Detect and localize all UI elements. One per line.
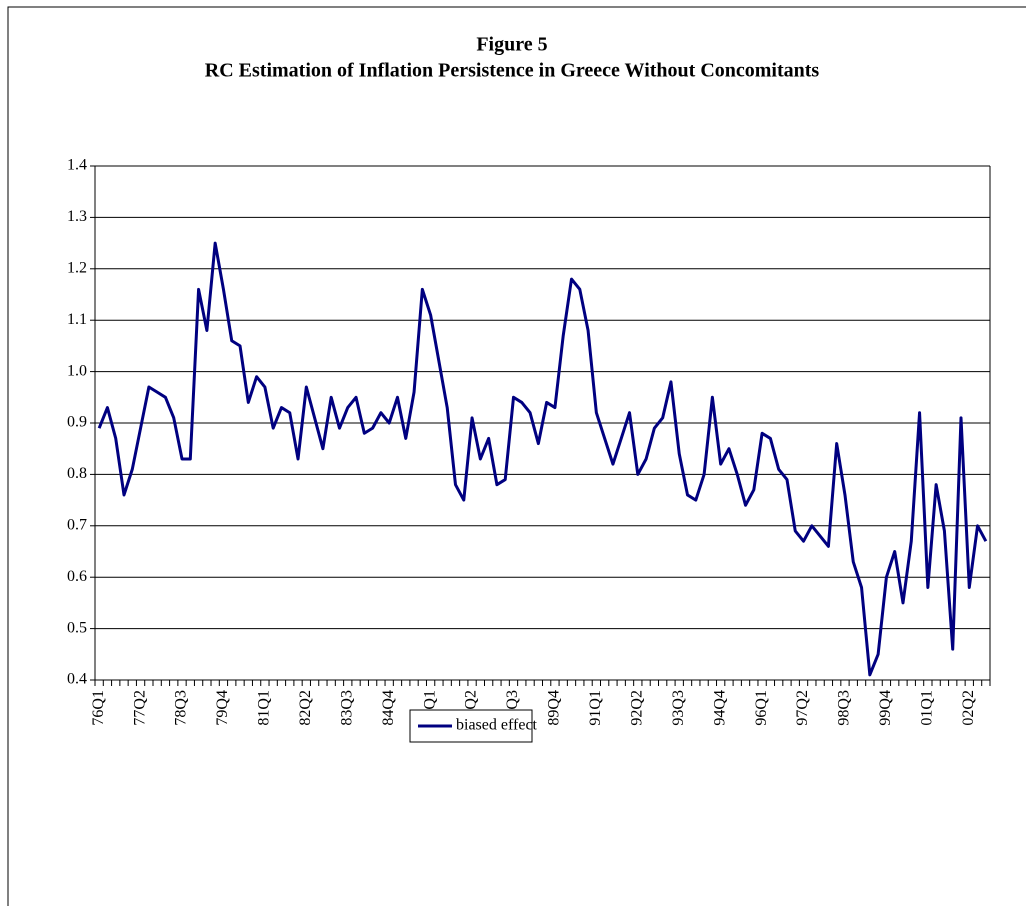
y-tick-label: 0.7 xyxy=(67,516,87,533)
y-tick-label: 1.0 xyxy=(67,362,87,379)
x-tick-label: 84Q4 xyxy=(380,690,397,726)
x-tick-label: 89Q4 xyxy=(546,690,563,726)
y-tick-label: 0.5 xyxy=(67,619,87,636)
x-tick-label: 82Q2 xyxy=(297,690,314,726)
x-tick-label: 97Q2 xyxy=(794,690,811,726)
x-tick-label: 79Q4 xyxy=(214,690,231,726)
y-tick-label: 0.4 xyxy=(67,671,87,688)
y-tick-label: 1.2 xyxy=(67,259,87,276)
x-tick-label: 02Q2 xyxy=(960,690,977,726)
x-tick-label: 01Q1 xyxy=(919,690,936,726)
x-tick-label: 78Q3 xyxy=(173,690,190,726)
y-tick-label: 0.6 xyxy=(67,568,87,585)
y-tick-label: 1.1 xyxy=(67,311,87,328)
x-tick-label: 98Q3 xyxy=(836,690,853,726)
chart-frame xyxy=(7,6,1026,906)
x-tick-label: 92Q2 xyxy=(628,690,645,726)
x-tick-label: 83Q3 xyxy=(338,690,355,726)
y-tick-label: 0.9 xyxy=(67,414,87,431)
x-tick-label: 77Q2 xyxy=(131,690,148,726)
x-tick-label: 93Q3 xyxy=(670,690,687,726)
y-tick-label: 1.4 xyxy=(67,157,87,174)
y-tick-label: 0.8 xyxy=(67,465,87,482)
data-line xyxy=(97,241,988,677)
legend-label: biased effect xyxy=(456,717,538,734)
x-tick-label: 91Q1 xyxy=(587,690,604,726)
chart-subtitle: RC Estimation of Inflation Persistence i… xyxy=(205,60,820,82)
x-tick-label: 76Q1 xyxy=(90,690,107,726)
chart-title: Figure 5 xyxy=(476,34,547,56)
x-tick-label: 96Q1 xyxy=(753,690,770,726)
x-tick-label: 81Q1 xyxy=(256,690,273,726)
x-tick-label: 99Q4 xyxy=(877,690,894,726)
x-tick-label: 94Q4 xyxy=(711,690,728,726)
y-tick-label: 1.3 xyxy=(67,208,87,225)
